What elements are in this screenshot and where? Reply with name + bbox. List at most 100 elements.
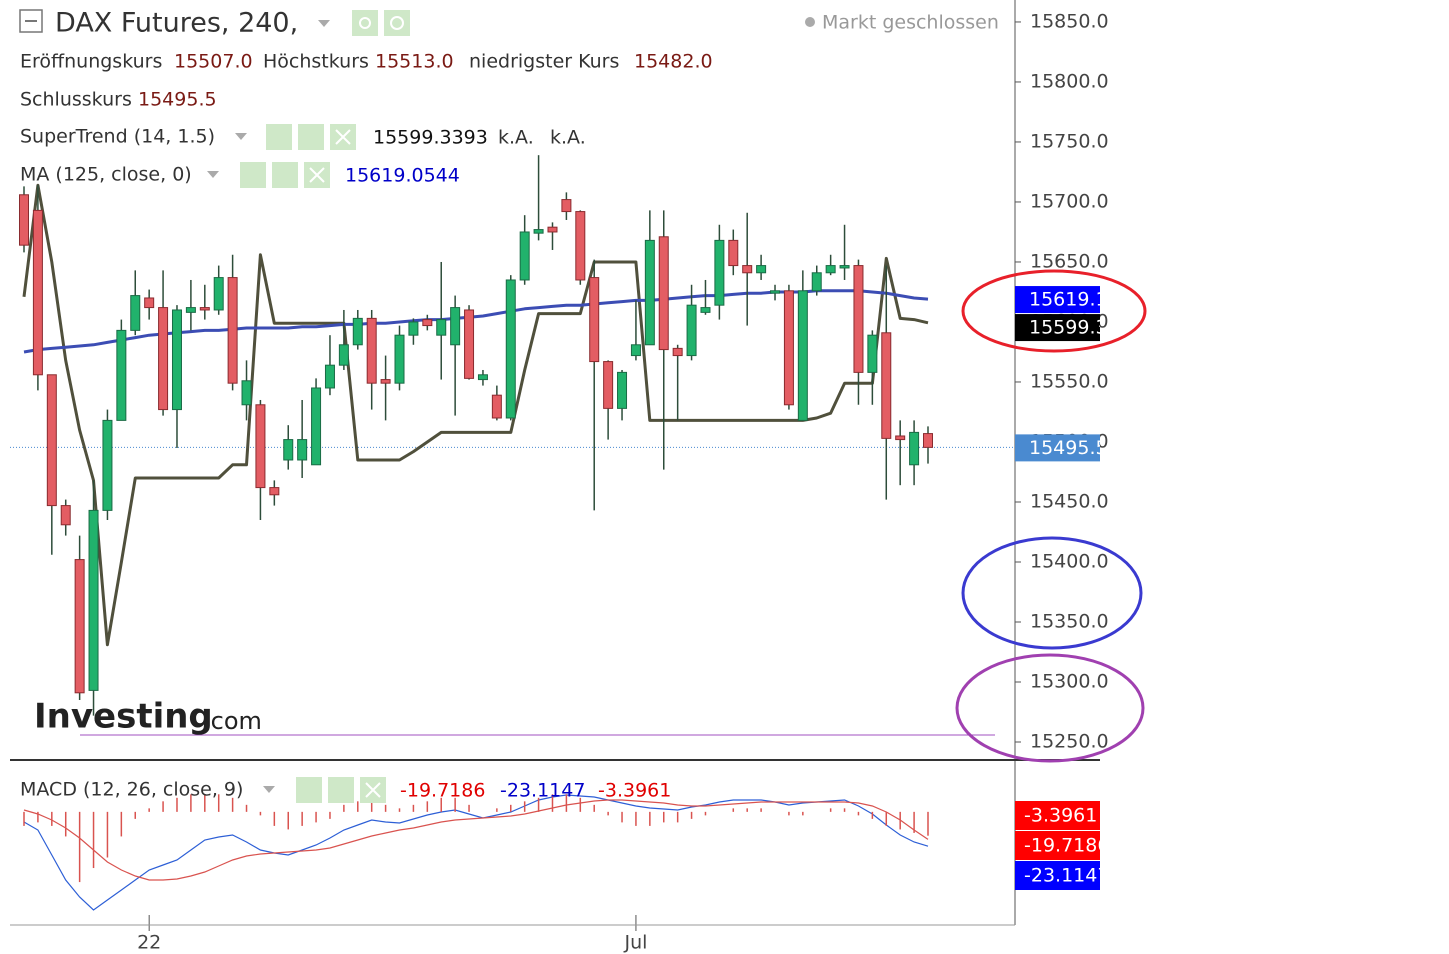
candle-body: [88, 509, 99, 691]
macd-tag-label: -19.7186: [1024, 835, 1109, 857]
indicator-line: [22, 183, 929, 647]
visibility-icon[interactable]: [352, 10, 378, 36]
visibility-icon[interactable]: [266, 124, 292, 150]
indicator-readout: 15619.0544: [345, 165, 460, 187]
price-tag-label: 15619.1: [1029, 289, 1108, 311]
legend-value: 15507.0: [174, 51, 253, 73]
annotation-ellipse: [961, 269, 1147, 353]
visibility-icon[interactable]: [240, 162, 266, 188]
dropdown-arrow[interactable]: [235, 133, 247, 140]
candle-body: [227, 277, 238, 384]
candle-body: [686, 304, 697, 357]
candle-body: [408, 321, 419, 336]
dropdown-arrow[interactable]: [263, 786, 275, 793]
price-tag: [1015, 286, 1100, 314]
candle-body: [19, 194, 29, 246]
macd-tag-label: -23.1147: [1024, 865, 1109, 887]
candle-body: [770, 290, 781, 294]
indicator-name: SuperTrend (14, 1.5): [20, 126, 215, 148]
legend-value: 15495.5: [138, 89, 217, 111]
macd-tag: [1015, 831, 1100, 860]
candle-body: [561, 199, 572, 213]
candle-body: [352, 317, 363, 346]
collapse-button[interactable]: [19, 9, 43, 33]
candle-body: [158, 307, 169, 411]
candle-body: [519, 231, 530, 281]
candle-body: [783, 290, 794, 406]
candle-body: [436, 319, 447, 336]
candle-body: [756, 265, 767, 274]
candle-body: [742, 265, 753, 274]
candle-body: [297, 439, 308, 461]
candle-body: [700, 307, 711, 313]
candle-body: [644, 239, 655, 346]
candle-body: [269, 487, 280, 496]
market-status: Markt geschlossen: [822, 12, 999, 34]
icon-symbol: [390, 16, 404, 30]
candle-body: [589, 277, 600, 363]
macd-line: [23, 794, 929, 911]
candle-body: [74, 559, 85, 694]
legend-value: 15513.0: [375, 51, 454, 73]
candle-body: [394, 334, 405, 384]
settings-icon[interactable]: [384, 10, 410, 36]
price-tag: [1015, 314, 1100, 342]
indicator-readout: k.A.: [550, 127, 586, 149]
candle-body: [811, 272, 822, 292]
candle-body: [797, 290, 808, 421]
y-tick-label: 15550.0: [1030, 370, 1109, 392]
visibility-icon[interactable]: [296, 777, 322, 803]
candle-body: [575, 211, 586, 281]
legend-value: 15482.0: [634, 51, 713, 73]
macd-tag: [1015, 801, 1100, 830]
legend-label: Schlusskurs: [20, 89, 132, 111]
candle-body: [255, 404, 266, 489]
candle-body: [839, 265, 850, 269]
candle-body: [491, 394, 502, 419]
icon-symbol: [359, 17, 371, 29]
status-dot: [805, 17, 815, 27]
candle-body: [46, 374, 57, 507]
settings-icon[interactable]: [298, 124, 324, 150]
y-tick-label: 15250.0: [1030, 730, 1109, 752]
settings-icon[interactable]: [272, 162, 298, 188]
dropdown-arrow[interactable]: [207, 171, 219, 178]
candle-body: [477, 374, 488, 381]
indicator-name: MACD (12, 26, close, 9): [20, 779, 243, 801]
candle-body: [283, 439, 294, 461]
settings-icon[interactable]: [328, 777, 354, 803]
candle-body: [450, 307, 461, 346]
candle-body: [895, 435, 906, 441]
x-tick-label: Jul: [623, 932, 647, 954]
candle-body: [672, 347, 683, 357]
candle-body: [825, 265, 836, 274]
candle-body: [171, 309, 182, 411]
indicator-name: MA (125, close, 0): [20, 164, 192, 186]
candle-body: [603, 361, 614, 409]
price-tag-label: 15599.3: [1029, 317, 1108, 339]
candle-body: [422, 319, 433, 327]
marks-layer: [19, 155, 933, 911]
candle-body: [909, 431, 920, 466]
candle-body: [867, 334, 878, 373]
candle-body: [213, 277, 224, 311]
indicator-readout: 15599.3393: [373, 127, 488, 149]
candle-body: [547, 226, 558, 233]
legend-label: Höchstkurs: [263, 51, 369, 73]
indicator-readout: -3.3961: [598, 780, 671, 802]
macd-line: [23, 799, 929, 881]
y-tick-label: 15700.0: [1030, 190, 1109, 212]
candle-body: [853, 265, 864, 373]
candle-body: [617, 371, 628, 409]
candle-body: [630, 344, 641, 357]
x-tick-label: 22: [137, 932, 161, 954]
y-tick-label: 15300.0: [1030, 670, 1109, 692]
y-tick-label: 15800.0: [1030, 70, 1109, 92]
indicator-readout: -19.7186: [400, 780, 485, 802]
macd-tag-label: -3.3961: [1024, 805, 1097, 827]
grid-layer: 15250.015300.015350.015400.015450.015500…: [10, 10, 1109, 954]
candle-body: [464, 309, 475, 379]
dropdown-arrow[interactable]: [318, 20, 330, 27]
icon-symbol: [335, 129, 351, 145]
